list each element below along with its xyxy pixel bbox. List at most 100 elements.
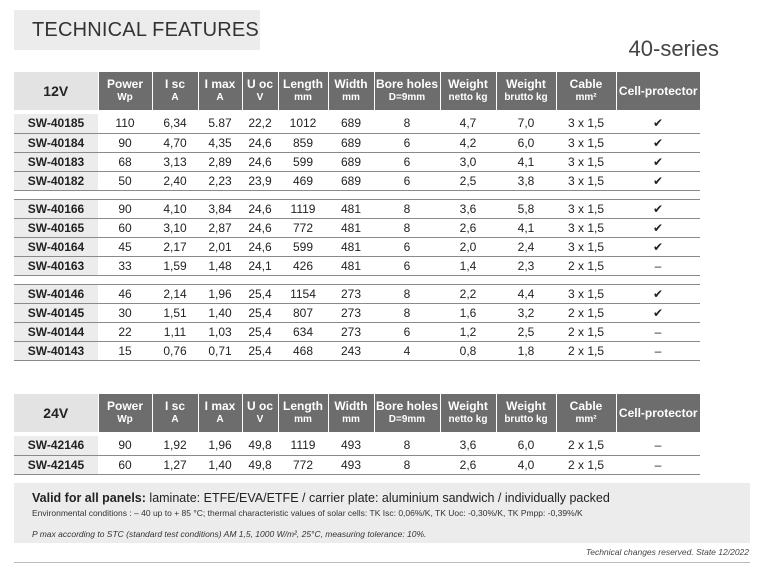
table-cell: 1012: [278, 114, 328, 134]
column-header-label: Width: [334, 399, 368, 413]
group-spacer: [14, 190, 700, 200]
table-cell: 2,5: [496, 322, 556, 342]
table-cell: 2,4: [496, 237, 556, 257]
model-cell: SW-40163: [14, 256, 98, 276]
table-row: SW-40163 33 1,59 1,48 24,1 426 481 6 1,4 2,3 2 x 1…: [14, 256, 700, 276]
column-header-label: Weight: [448, 399, 488, 413]
table-cell: 4,4: [496, 284, 556, 304]
model-cell: SW-40185: [14, 114, 98, 134]
table-cell: 772: [278, 218, 328, 238]
table-cell: 689: [328, 114, 374, 134]
table-cell: 25,4: [242, 341, 278, 361]
column-header: Power Wp: [97, 72, 152, 110]
column-header: I max A: [197, 72, 242, 110]
table-cell: 2,14: [152, 284, 198, 304]
table-cell: 1,6: [440, 303, 496, 323]
table-cell: 25,4: [242, 284, 278, 304]
table-cell: 0,76: [152, 341, 198, 361]
model-cell: SW-40182: [14, 171, 98, 191]
column-header: Length mm: [277, 72, 328, 110]
column-header-label: Cable: [569, 77, 603, 91]
table-cell: 49,8: [242, 455, 278, 475]
valid-note: Valid for all panels: laminate: ETFE/EVA…: [32, 491, 750, 505]
column-header: Bore holes D=9mm: [373, 394, 440, 432]
table-cell: 5.87: [198, 114, 242, 134]
table-cell: 8: [374, 284, 440, 304]
table-cell: ✔: [616, 199, 700, 219]
table-cell: 33: [98, 256, 152, 276]
column-header-unit: A: [216, 414, 224, 425]
table-cell: ✔: [616, 171, 700, 191]
column-header: Length mm: [277, 394, 328, 432]
column-header-label: Width: [334, 77, 368, 91]
table-cell: 6: [374, 152, 440, 172]
table-cell: 2,6: [440, 218, 496, 238]
table-cell: 1,27: [152, 455, 198, 475]
model-cell: SW-40183: [14, 152, 98, 172]
table-cell: 3 x 1,5: [556, 218, 616, 238]
table-cell: 689: [328, 171, 374, 191]
table-cell: 0,71: [198, 341, 242, 361]
table-cell: ✔: [616, 284, 700, 304]
column-header: Power Wp: [97, 394, 152, 432]
table-cell: 8: [374, 436, 440, 456]
table-cell: 4,10: [152, 199, 198, 219]
table-row: SW-40145 30 1,51 1,40 25,4 807 273 8 1,6 3,2 2 x 1…: [14, 303, 700, 323]
column-header-label: I sc: [164, 399, 185, 413]
table-cell: 90: [98, 133, 152, 153]
table-cell: 689: [328, 133, 374, 153]
column-header: Bore holes D=9mm: [373, 72, 440, 110]
table-cell: 273: [328, 322, 374, 342]
table-cell: 3 x 1,5: [556, 152, 616, 172]
table-cell: 1,59: [152, 256, 198, 276]
table-cell: 4,70: [152, 133, 198, 153]
model-cell: SW-40165: [14, 218, 98, 238]
column-header: Weight brutto kg: [495, 72, 556, 110]
column-header: Width mm: [327, 394, 374, 432]
table-cell: 24,6: [242, 133, 278, 153]
table-cell: 60: [98, 455, 152, 475]
model-cell: SW-40145: [14, 303, 98, 323]
table-cell: 6: [374, 237, 440, 257]
column-header-unit: mm: [294, 92, 312, 103]
table-row: SW-42145 60 1,27 1,40 49,8 772 493 8 2,6 4,0 2 x 1…: [14, 455, 700, 475]
table-cell: 243: [328, 341, 374, 361]
table-cell: 481: [328, 237, 374, 257]
table-cell: 25,4: [242, 322, 278, 342]
table-cell: 45: [98, 237, 152, 257]
model-cell: SW-42146: [14, 436, 98, 456]
table-cell: 5,8: [496, 199, 556, 219]
table-cell: 634: [278, 322, 328, 342]
table-cell: 2 x 1,5: [556, 303, 616, 323]
table-cell: 8: [374, 303, 440, 323]
table-cell: 2 x 1,5: [556, 322, 616, 342]
table-cell: 4,2: [440, 133, 496, 153]
model-cell: SW-40166: [14, 199, 98, 219]
table-cell: 493: [328, 455, 374, 475]
table-cell: 2 x 1,5: [556, 256, 616, 276]
table-cell: 24,6: [242, 199, 278, 219]
table-cell: 3,84: [198, 199, 242, 219]
table-row: SW-40144 22 1,11 1,03 25,4 634 273 6 1,2 2,5 2 x 1…: [14, 322, 700, 342]
table-cell: 7,0: [496, 114, 556, 134]
table-cell: 859: [278, 133, 328, 153]
table-cell: 3 x 1,5: [556, 114, 616, 134]
table-cell: 1119: [278, 199, 328, 219]
table-cell: 481: [328, 256, 374, 276]
column-header-label: Cell-protector: [618, 406, 698, 420]
model-cell: SW-40143: [14, 341, 98, 361]
column-header-label: Cell-protector: [618, 84, 698, 98]
table-cell: 1119: [278, 436, 328, 456]
table-cell: 49,8: [242, 436, 278, 456]
table-row: SW-40183 68 3,13 2,89 24,6 599 689 6 3,0 4,1 3 x 1…: [14, 152, 700, 172]
table-cell: 807: [278, 303, 328, 323]
column-header-label: Power: [106, 77, 143, 91]
model-cell: SW-40144: [14, 322, 98, 342]
model-cell: SW-40164: [14, 237, 98, 257]
table-cell: 3 x 1,5: [556, 171, 616, 191]
table-row: SW-40185 110 6,34 5.87 22,2 1012 689 8 4,7 7,0 3 x…: [14, 114, 700, 134]
table-row: SW-40143 15 0,76 0,71 25,4 468 243 4 0,8 1,8 2 x 1…: [14, 341, 700, 361]
column-header-unit: mm²: [575, 414, 597, 425]
table-cell: 1,92: [152, 436, 198, 456]
table-cell: 6: [374, 322, 440, 342]
